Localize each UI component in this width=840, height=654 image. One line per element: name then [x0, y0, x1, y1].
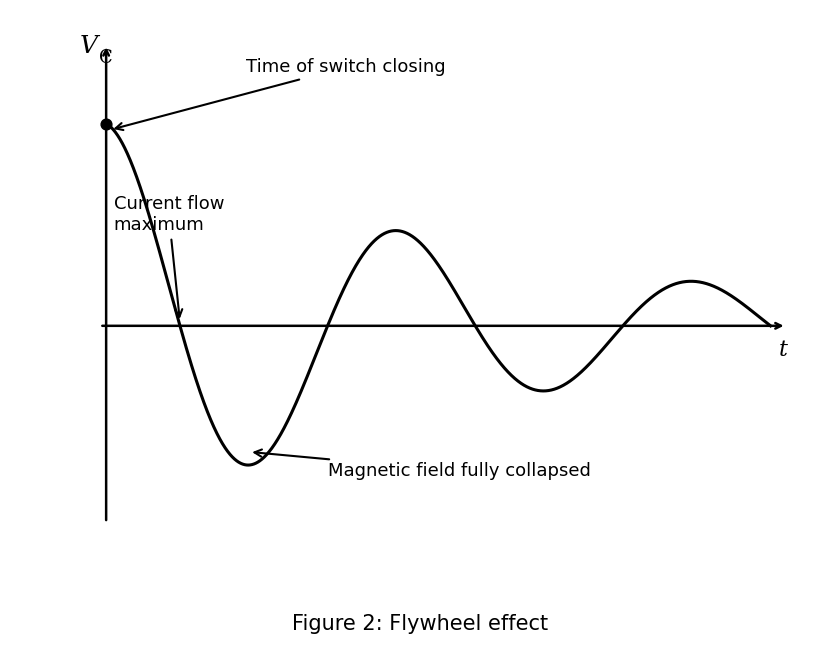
Text: Current flow
maximum: Current flow maximum	[113, 196, 224, 317]
Text: Time of switch closing: Time of switch closing	[116, 58, 446, 130]
Point	[99, 118, 113, 129]
Text: C: C	[99, 49, 113, 67]
Text: t: t	[779, 339, 787, 361]
Text: Figure 2: Flywheel effect: Figure 2: Flywheel effect	[292, 614, 548, 634]
Text: V: V	[80, 35, 97, 58]
Text: Magnetic field fully collapsed: Magnetic field fully collapsed	[255, 449, 591, 480]
